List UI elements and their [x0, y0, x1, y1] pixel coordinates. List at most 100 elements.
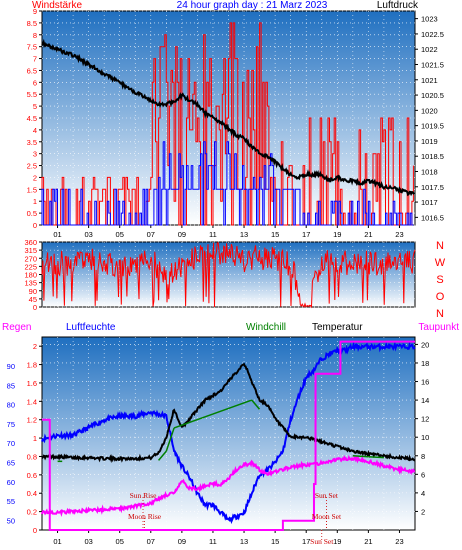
wind-direction-tick-label: 45	[29, 295, 37, 304]
humidity-line	[41, 340, 416, 525]
windchill-segment	[251, 399, 261, 410]
x-tick-label: 15	[271, 537, 279, 546]
wind-direction-tick-label: 90	[29, 287, 37, 296]
temperature-tick-label: 12	[421, 415, 429, 424]
compass-label: N	[436, 240, 444, 252]
pressure-tick-label: 1016.5	[421, 213, 444, 222]
wind-direction-tick-label: 135	[24, 279, 37, 288]
humidity-tick-label: 75	[7, 420, 15, 429]
x-tick-label: 09	[178, 230, 186, 239]
windchill-segment	[352, 455, 369, 458]
rain-tick-label: 0.4	[27, 489, 37, 498]
legend-entry: Windchill	[246, 322, 286, 333]
x-tick-label: 17	[302, 230, 310, 239]
rain-tick-label: 1.2	[27, 416, 37, 425]
wind-speed-tick-label: 8.5	[27, 19, 37, 28]
pressure-axis-title: Luftdruck	[377, 0, 419, 11]
wind-speed-tick-label: 1.5	[27, 185, 37, 194]
annotation-label: Moon Rise	[128, 512, 162, 521]
x-tick-label: 19	[333, 537, 341, 546]
compass-label: S	[436, 274, 443, 286]
temperature-tick-label: 2	[421, 507, 425, 516]
wind-speed-tick-label: 9	[33, 7, 37, 16]
wind-speed-tick-label: 6	[33, 78, 37, 87]
rain-tick-label: 0.2	[27, 508, 37, 517]
pressure-tick-label: 1017.5	[421, 183, 444, 192]
humidity-tick-label: 65	[7, 458, 15, 467]
wind-direction-tick-label: 0	[33, 303, 37, 312]
wind-speed-tick-label: 2	[33, 173, 37, 182]
compass-label: N	[436, 308, 444, 320]
temperature-tick-label: 18	[421, 359, 429, 368]
wind-speed-tick-label: 1	[33, 197, 37, 206]
wind-speed-tick-label: 2.5	[27, 162, 37, 171]
legend-entry: Regen	[2, 322, 31, 333]
dewpoint-line	[41, 454, 416, 517]
pressure-tick-label: 1020.5	[421, 91, 444, 100]
wind-speed-tick-label: 6.5	[27, 66, 37, 75]
annotation-label: Sun Set	[310, 537, 334, 546]
wind-speed-tick-label: 4	[33, 126, 37, 135]
rain-tick-label: 1.4	[27, 397, 37, 406]
rain-tick-label: 0.6	[27, 471, 37, 480]
wind-speed-tick-label: 5	[33, 102, 37, 111]
pressure-tick-label: 1019	[421, 137, 438, 146]
wind-direction-tick-label: 315	[24, 246, 37, 255]
x-tick-label: 13	[240, 537, 248, 546]
wind-speed-tick-label: 4.5	[27, 114, 37, 123]
pressure-tick-label: 1019.5	[421, 122, 444, 131]
wind-speed-tick-label: 8	[33, 31, 37, 40]
windchill-segment	[165, 427, 175, 452]
x-tick-label: 07	[147, 537, 155, 546]
rain-line	[42, 340, 415, 531]
x-tick-label: 23	[395, 230, 403, 239]
legend-entry: Luftfeuchte	[66, 322, 116, 333]
pressure-tick-label: 1022	[421, 45, 438, 54]
windchill-segment	[157, 450, 167, 461]
pressure-tick-label: 1018.5	[421, 152, 444, 161]
compass-label: W	[435, 257, 446, 269]
x-tick-label: 13	[240, 230, 248, 239]
humidity-tick-label: 90	[7, 362, 15, 371]
humidity-tick-label: 60	[7, 478, 15, 487]
rain-tick-label: 2	[33, 342, 37, 351]
wind-gust-line	[41, 141, 414, 226]
legend-entry: Taupunkt	[418, 322, 459, 333]
x-tick-label: 11	[209, 537, 217, 546]
temperature-tick-label: 10	[421, 433, 429, 442]
wind-axis-title: Windstärke	[32, 0, 82, 11]
rain-tick-label: 1.8	[27, 361, 37, 370]
humidity-tick-label: 50	[7, 516, 15, 525]
x-tick-label: 11	[209, 230, 217, 239]
wind-speed-tick-label: 0	[33, 221, 37, 230]
x-tick-label: 03	[84, 537, 92, 546]
pressure-line	[41, 38, 415, 197]
pressure-tick-label: 1020	[421, 106, 438, 115]
x-tick-label: 07	[147, 230, 155, 239]
wind-speed-tick-label: 5.5	[27, 90, 37, 99]
x-tick-label: 01	[53, 230, 61, 239]
humidity-tick-label: 80	[7, 401, 15, 410]
x-tick-label: 05	[116, 537, 124, 546]
compass-label: O	[436, 291, 445, 303]
pressure-tick-label: 1021.5	[421, 61, 444, 70]
windchill-segment	[368, 455, 384, 459]
temperature-tick-label: 20	[421, 340, 429, 349]
annotation-label: Moon Set	[312, 512, 342, 521]
pressure-tick-label: 1017	[421, 198, 438, 207]
x-tick-label: 17	[302, 537, 310, 546]
x-tick-label: 03	[84, 230, 92, 239]
x-tick-label: 23	[395, 537, 403, 546]
rain-tick-label: 0.8	[27, 452, 37, 461]
wind-direction-tick-label: 360	[24, 238, 37, 247]
wind-speed-tick-label: 7.5	[27, 43, 37, 52]
wind-direction-line	[41, 242, 416, 309]
temperature-tick-label: 4	[421, 489, 425, 498]
x-tick-label: 09	[178, 537, 186, 546]
wind-speed-tick-label: 3	[33, 150, 37, 159]
chart-title: 24 hour graph day : 21 Marz 2023	[177, 0, 328, 11]
wind-direction-tick-label: 270	[24, 254, 37, 263]
temperature-tick-label: 14	[421, 396, 429, 405]
